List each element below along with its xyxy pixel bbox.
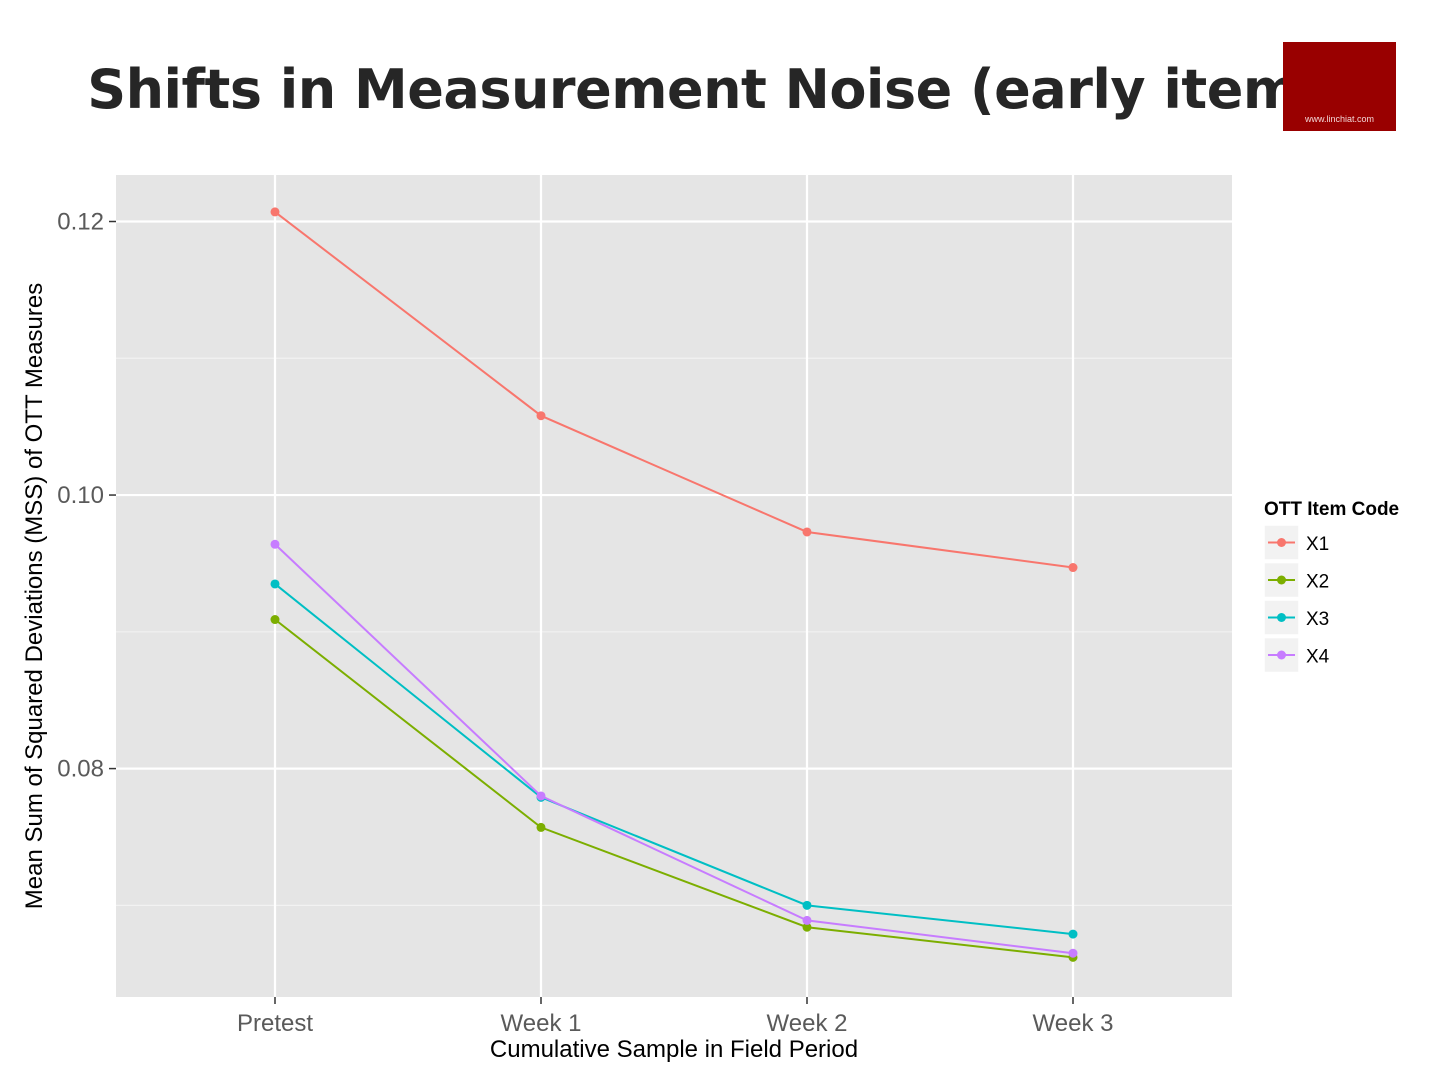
legend: OTT Item Code X1 X2 X3 X4 xyxy=(1263,499,1399,674)
data-point-X4-0 xyxy=(270,539,280,549)
data-point-X4-3 xyxy=(1068,948,1078,958)
legend-key-point-X4 xyxy=(1277,650,1286,660)
series-line-X2 xyxy=(274,618,1074,959)
x-tick-label-3: Week 3 xyxy=(1033,1010,1114,1037)
axes: 0.08 0.10 0.12 Pretest Week 1 Week 2 Week 3 Cum… xyxy=(21,209,1113,1063)
series-X4 xyxy=(270,539,1078,958)
logo: www.linchiat.com xyxy=(1283,42,1396,131)
data-point-X1-3 xyxy=(1068,563,1078,573)
data-point-X1-0 xyxy=(270,207,280,217)
x-tick-label-1: Week 1 xyxy=(501,1010,582,1037)
y-tick-label-0: 0.08 xyxy=(57,756,104,783)
legend-key-point-X3 xyxy=(1277,613,1286,622)
data-point-X2-1 xyxy=(536,822,546,832)
legend-item-X4: X4 xyxy=(1263,636,1330,674)
series-line-X4 xyxy=(274,543,1074,955)
logo-text: www.linchiat.com xyxy=(1304,114,1375,124)
data-point-X1-1 xyxy=(536,411,546,421)
data-point-X2-2 xyxy=(802,922,812,932)
legend-label-X2: X2 xyxy=(1306,572,1329,593)
data-point-X4-1 xyxy=(536,791,546,801)
legend-label-X4: X4 xyxy=(1306,647,1330,668)
minor-gridlines xyxy=(116,357,1232,906)
legend-label-X1: X1 xyxy=(1306,534,1329,555)
legend-item-X1: X1 xyxy=(1263,524,1329,561)
legend-title: OTT Item Code xyxy=(1264,499,1399,520)
legend-key-point-X2 xyxy=(1277,575,1286,585)
data-point-X3-2 xyxy=(802,900,812,910)
y-axis-label: Mean Sum of Squared Deviations (MSS) of … xyxy=(21,283,48,909)
legend-item-X2: X2 xyxy=(1263,561,1329,599)
data-point-X1-2 xyxy=(802,527,812,537)
data-point-X3-3 xyxy=(1068,929,1078,939)
series-layer xyxy=(270,207,1078,962)
x-axis-label: Cumulative Sample in Field Period xyxy=(490,1036,858,1063)
plot-panel xyxy=(116,175,1232,997)
page-title: Shifts in Measurement Noise (early item) xyxy=(87,58,1323,121)
x-tick-label-2: Week 2 xyxy=(767,1010,848,1037)
data-point-X2-0 xyxy=(270,615,280,625)
data-point-X4-2 xyxy=(802,915,812,925)
legend-item-X3: X3 xyxy=(1263,599,1329,636)
series-line-X1 xyxy=(274,211,1074,569)
series-X1 xyxy=(270,207,1078,573)
data-point-X3-0 xyxy=(270,579,280,589)
y-tick-label-1: 0.10 xyxy=(57,482,104,509)
series-line-X3 xyxy=(274,583,1074,936)
legend-label-X3: X3 xyxy=(1306,609,1329,630)
series-X3 xyxy=(270,579,1078,939)
y-tick-label-2: 0.12 xyxy=(57,209,104,236)
legend-key-point-X1 xyxy=(1277,538,1286,547)
x-tick-label-0: Pretest xyxy=(237,1010,313,1037)
